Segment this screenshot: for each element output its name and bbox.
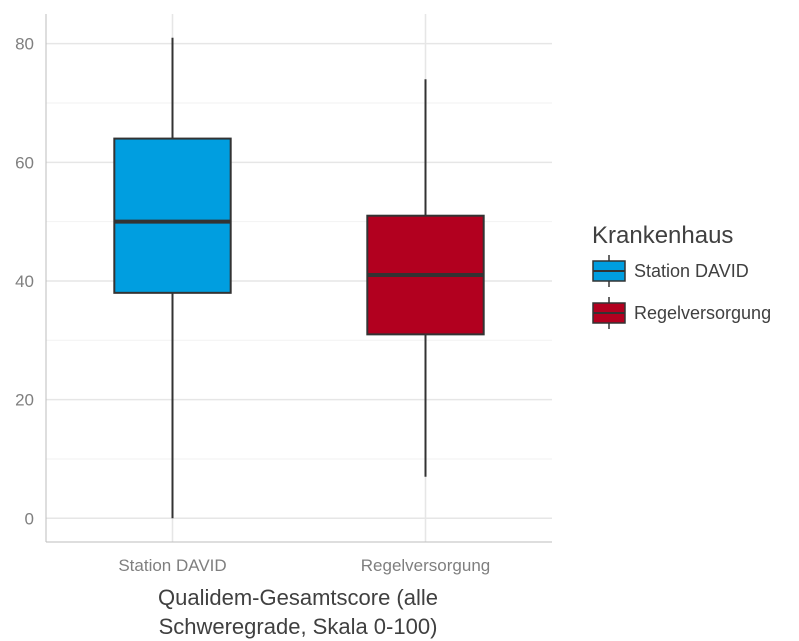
y-axis-ticks: 0 20 40 60 80	[15, 35, 34, 529]
y-tick-label: 20	[15, 391, 34, 410]
x-axis-ticks: Station DAVID Regelversorgung	[118, 556, 490, 575]
box-regelversorgung	[366, 79, 485, 477]
x-axis-title: Qualidem-Gesamtscore (alle Schweregrade,…	[158, 585, 438, 639]
y-tick-label: 40	[15, 272, 34, 291]
legend-item: Regelversorgung	[592, 297, 771, 329]
legend-label: Regelversorgung	[634, 303, 771, 323]
x-axis-title-line-1: Qualidem-Gesamtscore (alle	[158, 585, 438, 610]
y-tick-label: 0	[25, 509, 34, 528]
boxes	[113, 37, 485, 519]
legend-label: Station DAVID	[634, 261, 749, 281]
x-tick-label: Station DAVID	[118, 556, 226, 575]
axis-lines	[45, 14, 552, 543]
x-axis-title-line-2: Schweregrade, Skala 0-100)	[159, 614, 438, 639]
box-station-david	[113, 37, 232, 519]
box-iqr	[113, 137, 232, 294]
y-tick-label: 80	[15, 35, 34, 54]
legend-title: Krankenhaus	[592, 222, 733, 249]
y-tick-label: 60	[15, 153, 34, 172]
legend: Krankenhaus Station DAVID Regelversorgung	[592, 222, 771, 329]
x-tick-label: Regelversorgung	[361, 556, 490, 575]
legend-item: Station DAVID	[592, 255, 749, 287]
